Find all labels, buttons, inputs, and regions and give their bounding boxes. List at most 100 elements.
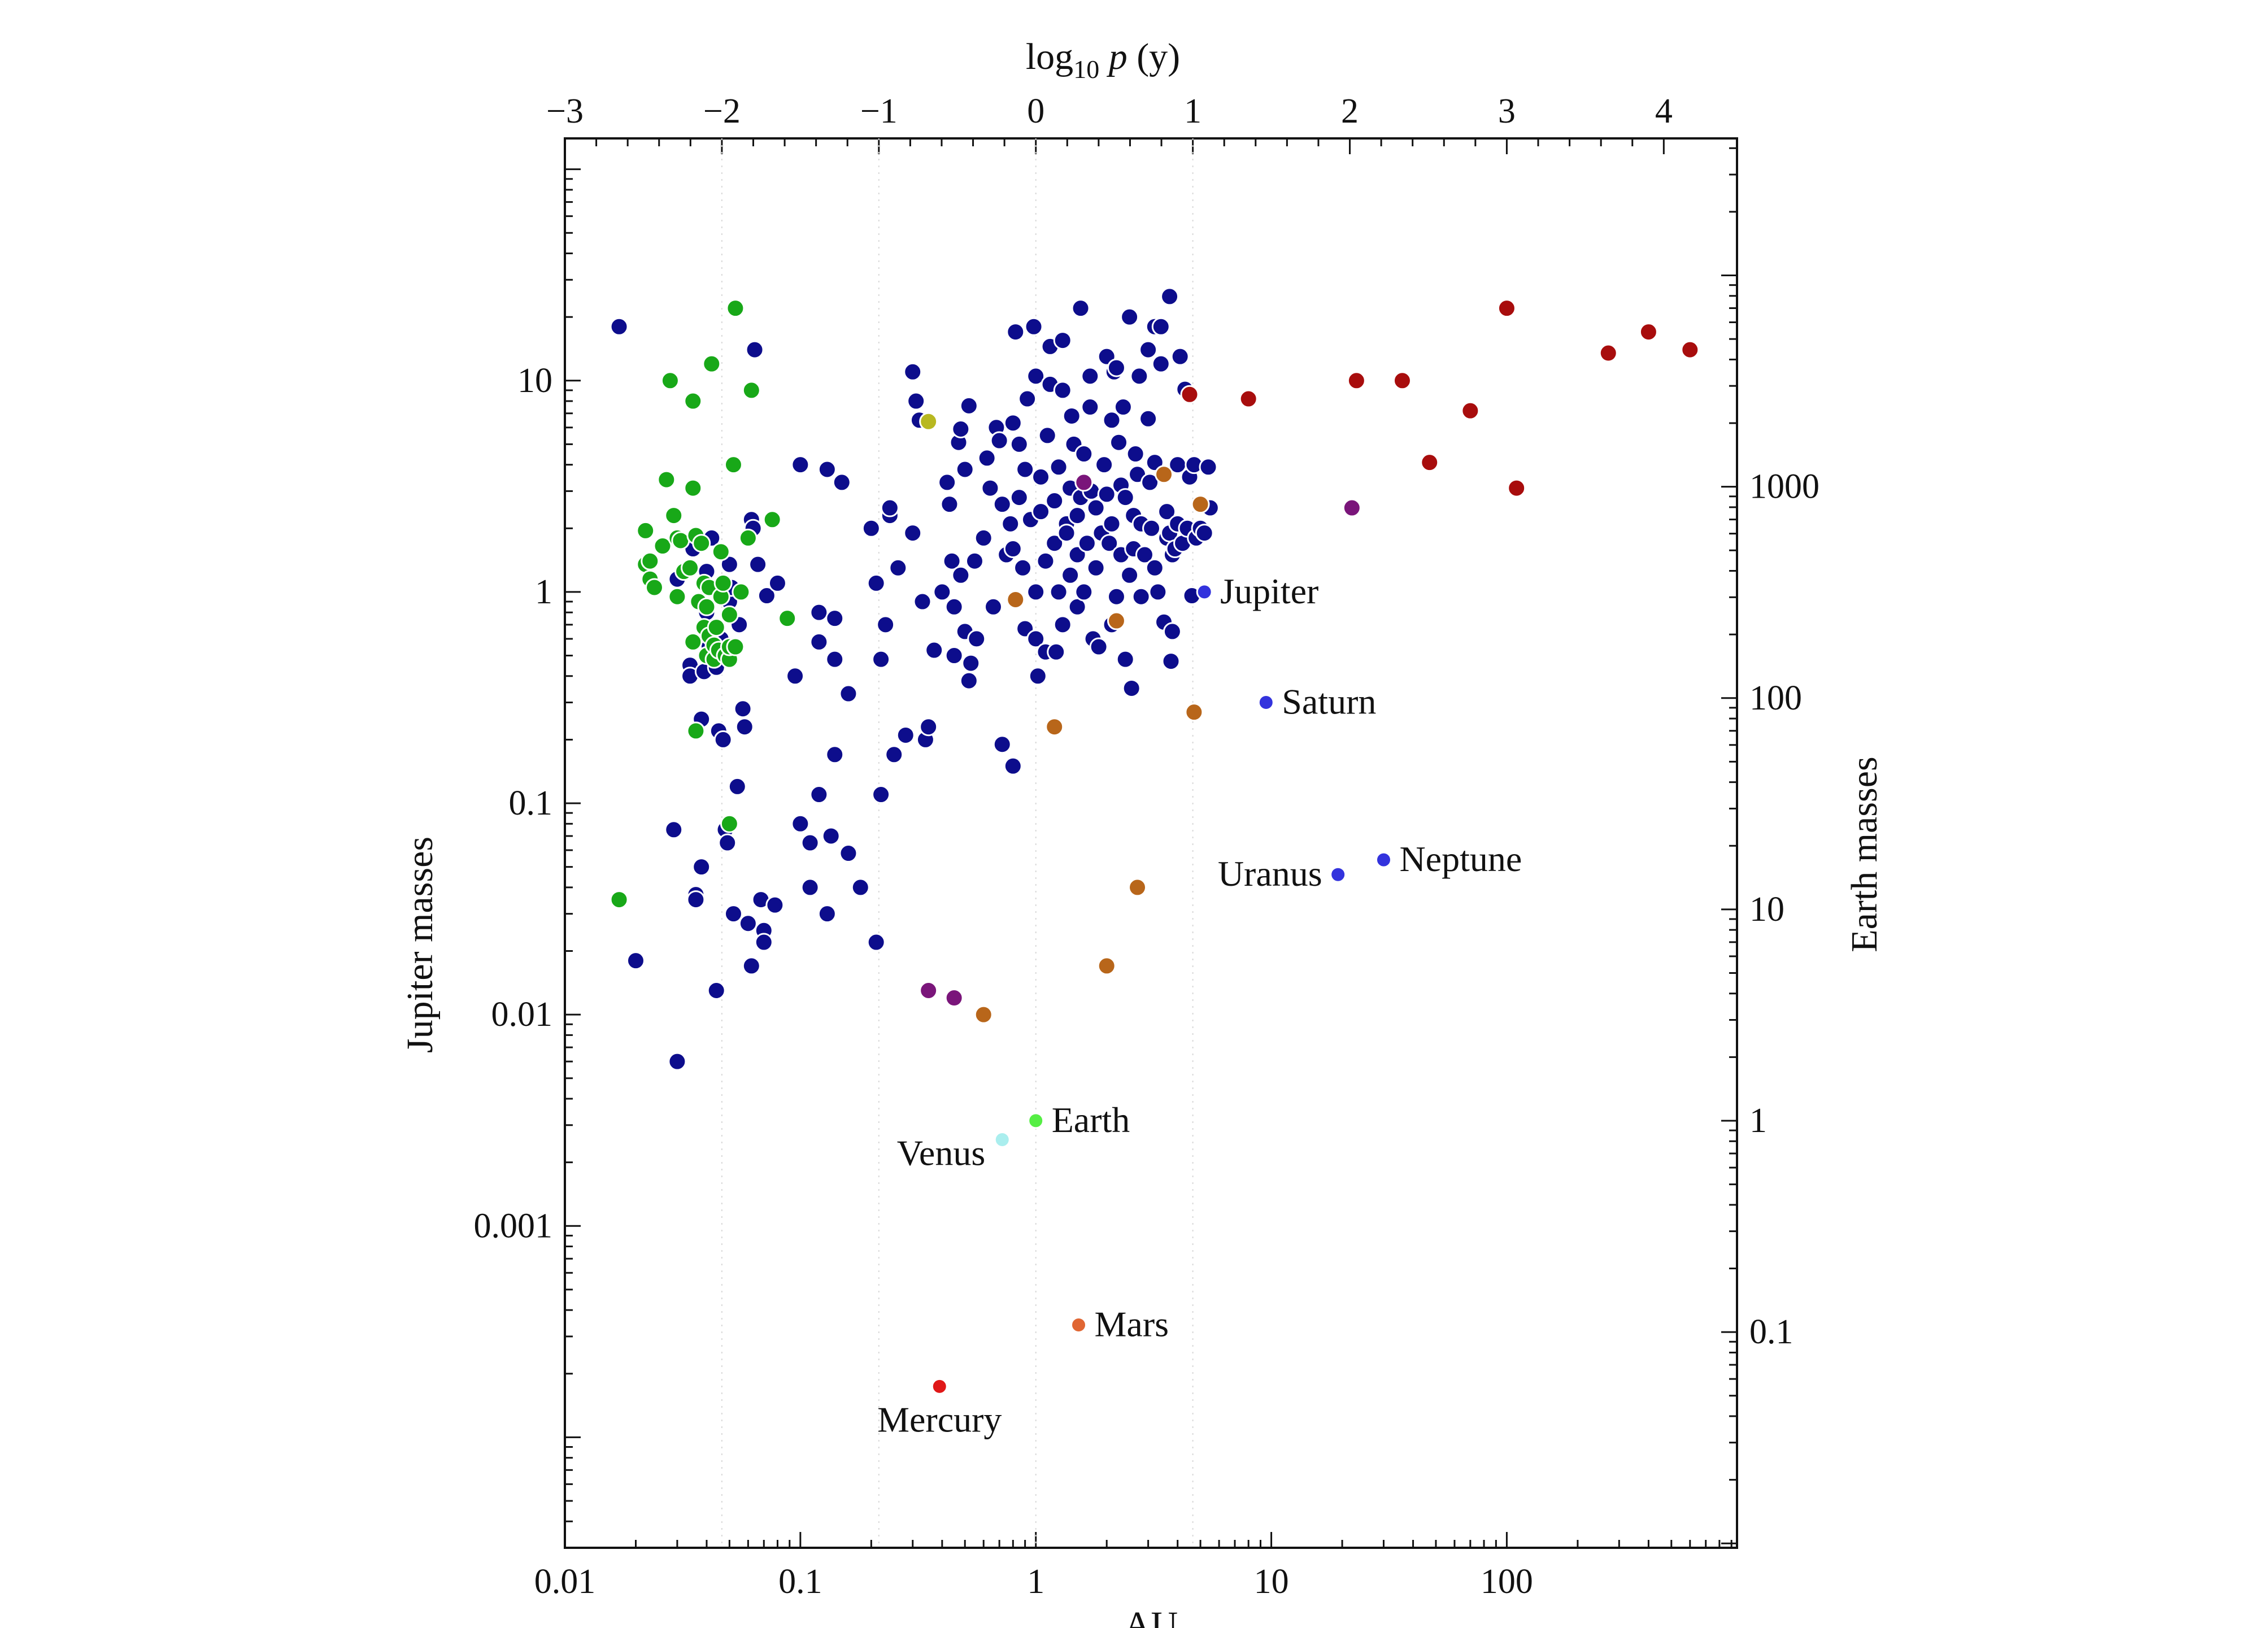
data-point-blue — [1163, 622, 1182, 641]
x-tick-label: 1 — [1027, 1562, 1044, 1601]
data-point-blue — [1031, 467, 1051, 486]
data-point-green — [720, 605, 739, 624]
planet-label-earth: Earth — [1052, 1100, 1130, 1140]
data-point-blue — [1161, 652, 1181, 671]
data-point-blue — [981, 478, 1000, 498]
data-point-green — [692, 534, 711, 553]
x-tick-label: 100 — [1481, 1562, 1533, 1601]
data-point-blue — [974, 528, 993, 547]
solar-system-planets: Jupiter Saturn Uranus Neptune Earth Venus Mars… — [877, 571, 1522, 1439]
data-point-blue — [1102, 514, 1121, 533]
data-point-green — [702, 354, 721, 373]
data-point-blue — [825, 650, 844, 669]
data-point-blue — [1151, 354, 1170, 373]
data-point-blue — [1026, 582, 1046, 602]
data-point-red — [1681, 340, 1700, 359]
data-point-green — [660, 371, 680, 390]
data-point-blue — [959, 671, 978, 690]
data-point-blue — [724, 904, 743, 924]
data-point-blue — [728, 777, 747, 796]
data-point-blue — [938, 473, 957, 492]
data-point-blue — [1102, 411, 1121, 430]
data-point-blue — [1038, 426, 1057, 445]
data-point-green — [681, 558, 700, 577]
data-point-blue — [817, 460, 837, 479]
data-point-blue — [1057, 524, 1076, 543]
data-point-blue — [1045, 491, 1064, 511]
data-point-orange — [1191, 495, 1210, 514]
data-point-blue — [825, 745, 844, 764]
data-point-blue — [821, 826, 841, 846]
y-tick-label: 10 — [517, 362, 552, 400]
data-point-blue — [839, 684, 858, 703]
planet-marker-jupiter — [1196, 584, 1213, 600]
data-point-blue — [817, 904, 837, 924]
data-point-blue — [944, 646, 964, 665]
data-point-blue — [1170, 347, 1190, 366]
data-point-blue — [896, 725, 915, 745]
x-tick-label: 0.01 — [534, 1562, 596, 1601]
data-point-blue — [1006, 323, 1025, 342]
data-point-blue — [1001, 514, 1020, 533]
x2-axis-title-log: log — [1026, 36, 1073, 77]
data-point-blue — [1074, 445, 1094, 464]
data-point-red — [1497, 299, 1516, 318]
data-point-blue — [742, 956, 761, 976]
data-point-blue — [1018, 389, 1037, 408]
data-point-blue — [839, 844, 858, 863]
data-point-red — [1347, 371, 1366, 390]
data-point-orange — [1155, 465, 1174, 484]
data-point-blue — [1148, 582, 1168, 602]
data-point-blue — [1142, 519, 1161, 538]
data-point-blue — [1068, 506, 1087, 525]
data-point-blue — [757, 586, 776, 606]
data-point-blue — [1151, 317, 1170, 336]
planet-label-mars: Mars — [1095, 1304, 1169, 1344]
data-point-green — [684, 391, 703, 411]
tick-labels: 0.01 0.1 1 10 1000.0010.010.11100.1110100100… — [474, 92, 1820, 1601]
data-point-green — [763, 510, 782, 529]
data-point-green — [636, 521, 655, 540]
data-point-blue — [967, 629, 986, 648]
data-point-blue — [1003, 413, 1022, 433]
data-point-blue — [1122, 678, 1141, 698]
data-point-green — [720, 814, 739, 833]
data-point-blue — [1126, 445, 1145, 464]
planet-marker-mercury — [931, 1378, 948, 1395]
data-point-blue — [626, 951, 645, 970]
data-point-green — [684, 478, 703, 498]
data-point-red — [1507, 478, 1526, 498]
data-point-blue — [1130, 367, 1149, 386]
data-point-blue — [1140, 473, 1160, 492]
y2-tick-label: 1000 — [1749, 468, 1819, 506]
data-point-blue — [944, 597, 964, 616]
data-point-green — [653, 537, 672, 556]
data-point-blue — [1113, 398, 1133, 417]
data-point-blue — [955, 460, 974, 479]
planet-label-uranus: Uranus — [1218, 854, 1322, 894]
data-point-green — [742, 381, 761, 400]
data-point-blue — [1195, 524, 1214, 543]
data-point-red — [1420, 453, 1439, 472]
planet-label-jupiter: Jupiter — [1220, 571, 1318, 611]
data-point-orange — [1185, 703, 1204, 722]
data-point-blue — [733, 699, 752, 719]
data-point-green — [778, 609, 797, 628]
planet-marker-saturn — [1257, 694, 1274, 711]
data-point-blue — [825, 609, 844, 628]
data-point-blue — [925, 641, 944, 660]
data-point-blue — [903, 524, 922, 543]
data-point-blue — [809, 785, 829, 804]
data-point-blue — [951, 420, 970, 439]
data-point-blue — [748, 555, 768, 574]
data-point-blue — [1026, 367, 1046, 386]
data-point-green — [732, 582, 751, 602]
data-point-blue — [1003, 756, 1022, 776]
data-point-purple — [1074, 473, 1094, 492]
data-point-blue — [1086, 498, 1105, 517]
data-point-green — [657, 470, 676, 489]
data-point-blue — [983, 597, 1003, 616]
data-point-green — [610, 890, 629, 909]
data-point-green — [726, 637, 745, 656]
